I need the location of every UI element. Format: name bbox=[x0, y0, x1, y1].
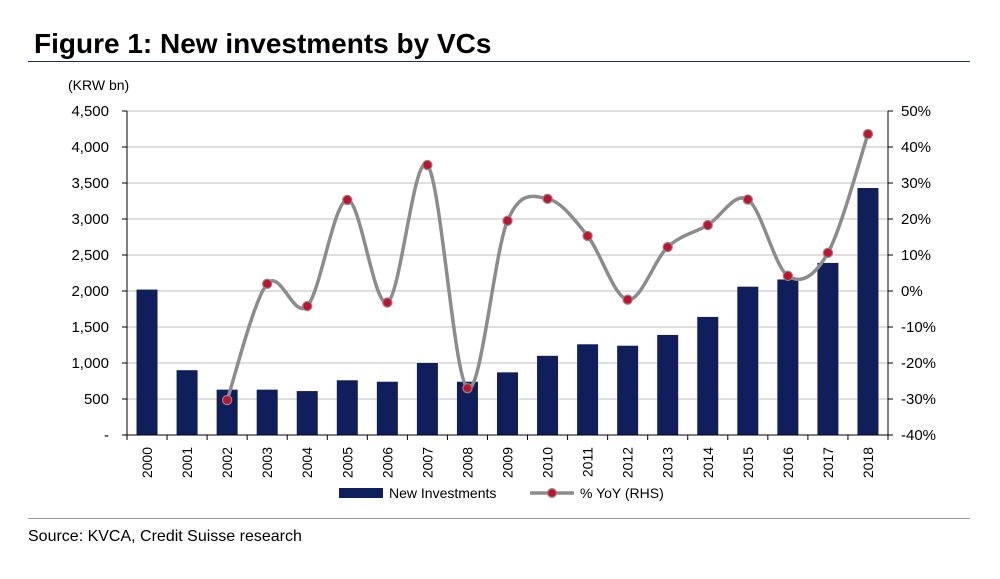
yoy-point bbox=[302, 300, 313, 312]
left-tick-label: 1,500 bbox=[71, 319, 109, 336]
left-tick-label: 4,500 bbox=[71, 103, 109, 120]
bar bbox=[737, 286, 759, 435]
bar bbox=[136, 289, 158, 435]
bar bbox=[336, 380, 358, 435]
x-tick-label: 2005 bbox=[339, 447, 355, 478]
right-tick-label: 10% bbox=[901, 247, 931, 264]
x-tick-label: 2011 bbox=[580, 447, 596, 477]
x-tick-label: 2009 bbox=[500, 447, 516, 478]
x-tick-label: 2014 bbox=[700, 447, 716, 478]
yoy-line-path bbox=[225, 133, 870, 401]
yoy-point bbox=[822, 247, 834, 259]
yoy-point bbox=[862, 128, 874, 140]
bar bbox=[657, 334, 679, 435]
bar bbox=[617, 345, 639, 435]
x-tick-label: 2003 bbox=[259, 447, 275, 478]
legend-label-line: % YoY (RHS) bbox=[580, 485, 664, 501]
yoy-point bbox=[662, 241, 673, 253]
right-tick-label: -20% bbox=[901, 355, 936, 372]
legend-label-bars: New Investments bbox=[389, 485, 496, 501]
x-tick-label: 2007 bbox=[419, 447, 435, 478]
left-tick-label: 3,500 bbox=[71, 175, 109, 192]
yoy-point bbox=[221, 394, 233, 406]
yoy-point bbox=[261, 278, 273, 289]
x-tick-label: 2012 bbox=[620, 447, 636, 478]
footer-rule bbox=[28, 518, 970, 519]
x-tick-label: 2010 bbox=[540, 447, 556, 478]
right-tick-label: 40% bbox=[901, 139, 931, 156]
yoy-point bbox=[462, 383, 473, 394]
x-tick-label: 2006 bbox=[379, 447, 395, 478]
bar bbox=[176, 370, 198, 435]
left-unit-label: (KRW bn) bbox=[68, 77, 129, 93]
right-tick-label: -40% bbox=[901, 427, 936, 444]
x-tick-label: 2017 bbox=[820, 447, 836, 478]
legend: New Investments % YoY (RHS) bbox=[339, 485, 664, 501]
bar bbox=[216, 389, 238, 435]
yoy-point bbox=[502, 215, 513, 226]
bar bbox=[256, 389, 278, 435]
figure-title: Figure 1: New investments by VCs bbox=[34, 28, 492, 59]
bar bbox=[456, 381, 478, 435]
left-tick-label: 500 bbox=[84, 391, 109, 408]
left-tick-label: 2,500 bbox=[71, 247, 109, 264]
left-tick-label: 4,000 bbox=[71, 139, 109, 156]
yoy-point bbox=[782, 270, 794, 282]
x-tick-label: 2004 bbox=[299, 447, 315, 478]
x-tick-label: 2002 bbox=[219, 447, 235, 478]
gridlines bbox=[127, 110, 888, 400]
x-tick-label: 2013 bbox=[660, 447, 676, 478]
left-tick-label: 2,000 bbox=[71, 283, 109, 300]
yoy-point bbox=[542, 193, 553, 205]
yoy-point bbox=[742, 194, 754, 205]
yoy-point bbox=[382, 297, 393, 308]
yoy-point bbox=[702, 219, 713, 231]
yoy-point bbox=[342, 194, 353, 206]
bar bbox=[537, 355, 559, 435]
left-tick-label: 1,000 bbox=[71, 355, 109, 372]
left-tick-label: 3,000 bbox=[71, 211, 109, 228]
right-tick-label: 0% bbox=[901, 283, 923, 300]
yoy-line bbox=[221, 128, 874, 406]
bars bbox=[136, 188, 879, 435]
right-tick-label: -30% bbox=[901, 391, 936, 408]
bar bbox=[777, 279, 799, 435]
yoy-point bbox=[582, 230, 593, 242]
legend-swatch-bars bbox=[339, 488, 383, 498]
right-tick-label: 50% bbox=[901, 103, 931, 120]
bar bbox=[497, 372, 518, 435]
bar bbox=[376, 381, 398, 435]
yoy-point bbox=[622, 294, 633, 305]
left-tick-label: - bbox=[104, 427, 109, 444]
title-rule bbox=[28, 61, 970, 62]
right-tick-label: 20% bbox=[901, 211, 931, 228]
bar bbox=[817, 262, 839, 435]
right-tick-label: -10% bbox=[901, 319, 936, 336]
x-tick-label: 2000 bbox=[139, 447, 155, 478]
x-tick-label: 2001 bbox=[179, 447, 195, 478]
source-note: Source: KVCA, Credit Suisse research bbox=[28, 528, 302, 545]
bar bbox=[416, 363, 438, 435]
bar bbox=[697, 316, 719, 435]
bar bbox=[857, 188, 879, 435]
x-tick-label: 2016 bbox=[780, 447, 796, 478]
right-tick-label: 30% bbox=[901, 175, 931, 192]
legend-swatch-marker bbox=[546, 488, 557, 499]
axes: - -40% 500 -30% 1,000 -20% 1,500 -10% 2,000 0% 2,5… bbox=[68, 77, 936, 478]
x-tick-label: 2015 bbox=[740, 447, 756, 478]
bar bbox=[577, 344, 599, 435]
bar bbox=[296, 391, 318, 435]
yoy-point bbox=[422, 159, 433, 171]
x-tick-label: 2008 bbox=[459, 447, 475, 478]
x-tick-label: 2018 bbox=[860, 447, 876, 478]
